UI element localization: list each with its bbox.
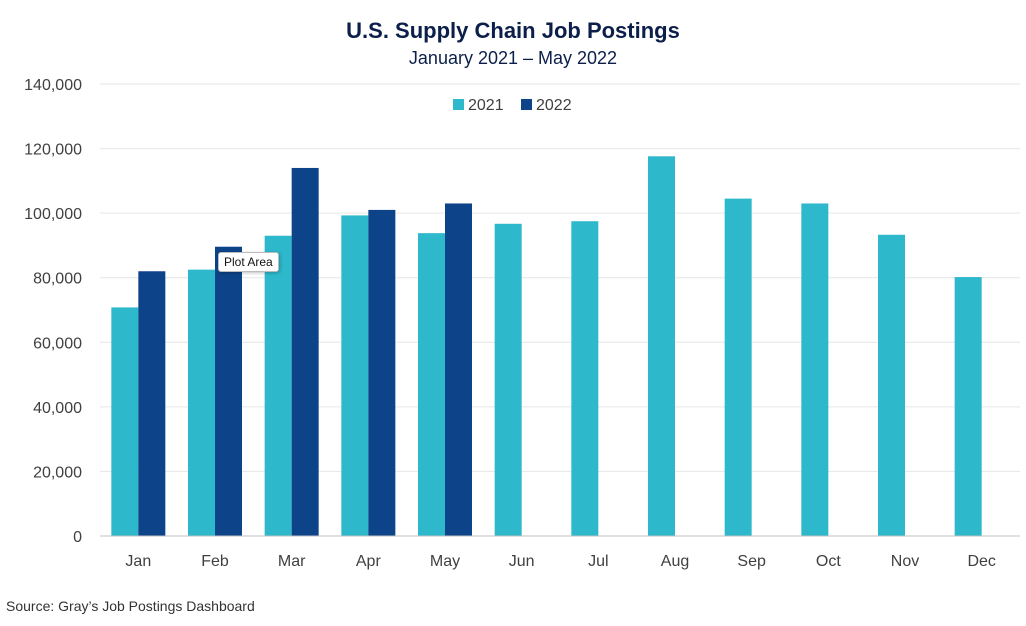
bar-2022-may[interactable] (445, 203, 472, 536)
bar-2022-mar[interactable] (291, 167, 319, 536)
bar-2021-dec[interactable] (954, 277, 982, 536)
bar-2022-jan[interactable] (138, 271, 166, 536)
y-tick-label: 20,000 (33, 464, 82, 481)
chart-subtitle: January 2021 – May 2022 (408, 48, 618, 68)
bar-2021-sep[interactable] (724, 198, 752, 536)
bar-2021-jun[interactable] (494, 223, 522, 536)
x-tick-label: Dec (967, 553, 995, 570)
legend-label-2021: 2021 (468, 97, 504, 114)
y-tick-label: 80,000 (33, 271, 82, 288)
legend-label-2022: 2022 (536, 97, 572, 114)
x-tick-label: May (430, 553, 460, 570)
legend-swatch-2022 (521, 99, 532, 110)
bar-2021-nov[interactable] (878, 234, 905, 536)
x-tick-label: Jul (588, 553, 608, 570)
y-tick-label: 40,000 (33, 400, 82, 417)
y-tick-label: 140,000 (24, 77, 82, 94)
x-tick-label: Aug (661, 553, 689, 570)
bar-2021-aug[interactable] (648, 156, 675, 536)
x-tick-label: Jun (509, 553, 535, 570)
bar-2022-apr[interactable] (368, 209, 396, 536)
x-tick-label: Nov (891, 553, 919, 570)
bar-2021-jul[interactable] (571, 221, 599, 536)
x-tick-label: Apr (356, 553, 382, 570)
bar-2021-oct[interactable] (801, 203, 829, 536)
y-tick-label: 0 (73, 529, 82, 546)
x-tick-label: Oct (816, 553, 841, 570)
y-tick-label: 100,000 (24, 206, 82, 223)
plot-area-tooltip: Plot Area (218, 252, 279, 272)
x-tick-label: Feb (201, 553, 229, 570)
bar-2021-apr[interactable] (341, 215, 369, 536)
bar-2022-feb[interactable] (215, 246, 242, 536)
x-tick-label: Sep (737, 553, 766, 570)
source-note: Source: Gray’s Job Postings Dashboard (6, 598, 255, 614)
bar-2021-feb[interactable] (188, 269, 215, 536)
bar-2021-may[interactable] (418, 233, 445, 536)
legend-swatch-2021 (453, 99, 464, 110)
bar-2021-mar[interactable] (264, 235, 292, 536)
y-tick-label: 60,000 (33, 335, 82, 352)
x-tick-label: Jan (125, 553, 151, 570)
y-tick-label: 120,000 (24, 142, 82, 159)
bar-2021-jan[interactable] (111, 307, 139, 536)
chart-title: U.S. Supply Chain Job Postings (346, 18, 680, 43)
x-tick-label: Mar (278, 553, 306, 570)
